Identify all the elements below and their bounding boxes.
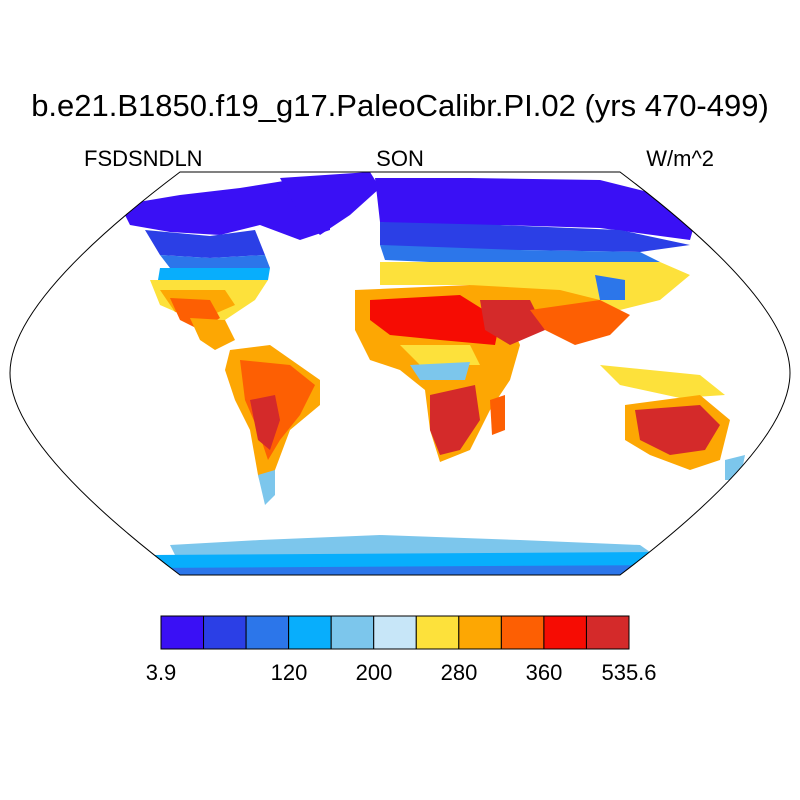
colorbar-box	[245, 615, 290, 650]
globe-outline	[9, 171, 791, 576]
season-label: SON	[376, 146, 424, 171]
colorbar-box	[203, 615, 247, 650]
units-label: W/m^2	[646, 146, 714, 171]
colorbar-box	[288, 615, 332, 650]
colorbar	[160, 615, 630, 650]
colorbar-tick-label: 360	[525, 660, 563, 685]
colorbar-box	[585, 615, 630, 650]
variable-label: FSDSNDLN	[84, 146, 203, 171]
colorbar-box	[415, 615, 460, 650]
colorbar-box	[500, 615, 545, 650]
colorbar-box	[543, 615, 587, 650]
colorbar-tick-label: 3.9	[145, 660, 177, 685]
figure-title: b.e21.B1850.f19_g17.PaleoCalibr.PI.02 (y…	[31, 88, 769, 123]
colorbar-tick-label: 120	[270, 660, 308, 685]
colorbar-tick-label: 535.6	[601, 660, 657, 685]
map-fill	[120, 172, 745, 575]
colorbar-tick-label: 280	[440, 660, 478, 685]
colorbar-tick-label: 200	[355, 660, 393, 685]
colorbar-box	[373, 615, 417, 650]
colorbar-box	[160, 615, 205, 650]
colorbar-box	[330, 615, 375, 650]
colorbar-box	[458, 615, 502, 650]
